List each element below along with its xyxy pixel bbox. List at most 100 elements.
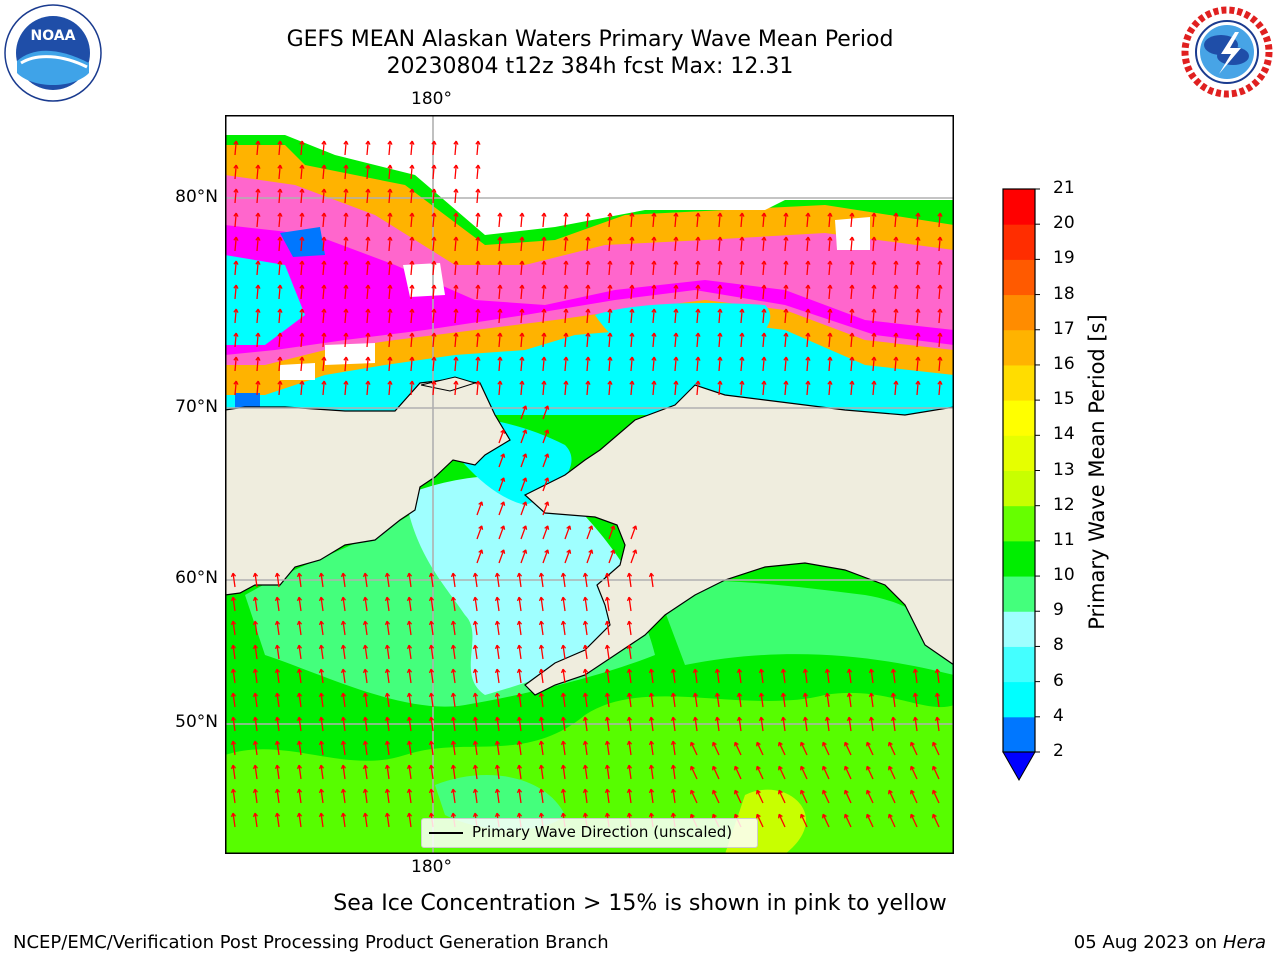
nws-logo-icon <box>1180 5 1274 99</box>
wave-arrow <box>409 380 415 396</box>
wave-arrow <box>717 332 723 348</box>
wave-arrow <box>365 212 371 228</box>
wave-arrow <box>871 332 877 348</box>
wave-arrow <box>365 236 371 252</box>
wave-arrow <box>739 332 745 348</box>
wave-arrow <box>607 380 613 396</box>
wave-arrow <box>387 356 393 372</box>
wave-arrow <box>472 596 479 612</box>
wave-arrow <box>475 308 481 324</box>
wave-arrow <box>277 284 283 300</box>
wave-arrow <box>736 716 743 732</box>
chart-title: GEFS MEAN Alaskan Waters Primary Wave Me… <box>286 27 894 52</box>
wave-arrow <box>450 740 457 756</box>
wave-arrow <box>340 644 347 660</box>
wave-arrow <box>516 788 523 804</box>
wave-arrow <box>406 572 413 588</box>
wave-arrow <box>453 212 459 228</box>
wave-arrow <box>915 380 921 396</box>
wave-arrow <box>827 236 833 252</box>
wave-arrow <box>712 741 720 756</box>
wave-arrow <box>761 380 767 396</box>
wave-arrow <box>866 765 874 780</box>
gulf-of-alaska-area <box>655 580 954 675</box>
wave-arrow <box>582 716 589 732</box>
wave-arrow <box>893 236 899 252</box>
wave-arrow <box>255 236 261 252</box>
footer-machine: Hera <box>1222 932 1266 953</box>
wave-arrow <box>888 813 896 828</box>
wave-arrow <box>365 188 371 204</box>
wave-arrow <box>494 596 501 612</box>
colorbar-segment <box>1003 505 1035 542</box>
ice-gap-1 <box>403 263 445 297</box>
wave-arrow <box>937 212 943 228</box>
wave-arrow <box>321 380 327 396</box>
wave-arrow <box>450 596 457 612</box>
colorbar-segment <box>1003 470 1035 507</box>
wave-arrow <box>783 308 789 324</box>
wave-arrow <box>321 188 327 204</box>
wave-arrow <box>498 453 506 468</box>
wave-arrow <box>362 572 369 588</box>
wave-arrow <box>648 764 655 780</box>
wave-arrow <box>604 668 611 684</box>
wave-arrow <box>868 692 875 708</box>
wave-arrow <box>230 572 237 588</box>
wave-arrow <box>497 332 503 348</box>
wave-arrow <box>937 308 943 324</box>
wave-arrow <box>494 716 501 732</box>
ice-gap-4 <box>835 217 870 250</box>
wave-arrow <box>827 356 833 372</box>
colorbar-segment <box>1003 646 1035 683</box>
wave-arrow <box>629 308 635 324</box>
colorbar-tick-label: 17 <box>1053 318 1075 339</box>
wave-arrow <box>497 260 503 276</box>
wave-arrow <box>626 740 633 756</box>
wave-arrow <box>604 764 611 780</box>
wave-arrow <box>497 356 503 372</box>
colorbar-tick-label: 19 <box>1053 248 1075 269</box>
wave-arrow <box>582 788 589 804</box>
sea-ice-caption: Sea Ice Concentration > 15% is shown in … <box>333 891 947 916</box>
wave-arrow <box>670 764 677 780</box>
wave-arrow <box>365 260 371 276</box>
wave-arrow <box>472 740 479 756</box>
wave-arrow <box>932 789 940 804</box>
wave-arrow <box>318 620 325 636</box>
wave-arrow <box>849 332 855 348</box>
wave-arrow <box>846 668 853 684</box>
wave-arrow <box>296 740 303 756</box>
colorbar-tick-label: 4 <box>1053 705 1064 726</box>
wave-arrow <box>538 788 545 804</box>
wave-arrow <box>296 572 303 588</box>
wave-arrow <box>673 236 679 252</box>
wave-arrow <box>472 788 479 804</box>
wave-arrow <box>827 308 833 324</box>
wave-arrow <box>406 620 413 636</box>
wave-arrow <box>252 812 259 828</box>
wave-arrow <box>343 236 349 252</box>
wave-arrow <box>783 236 789 252</box>
wave-arrow <box>717 284 723 300</box>
wave-arrow <box>516 716 523 732</box>
wave-arrow <box>343 188 349 204</box>
wave-arrow <box>520 525 528 540</box>
wave-arrow <box>629 260 635 276</box>
wave-arrow <box>541 260 547 276</box>
wave-arrow <box>849 380 855 396</box>
colorbar-segment <box>1003 716 1035 753</box>
wave-arrow <box>890 668 897 684</box>
wave-arrow <box>585 308 591 324</box>
wave-arrow <box>233 188 239 204</box>
wave-arrow <box>822 813 830 828</box>
wave-arrow <box>255 260 261 276</box>
wave-arrow <box>761 260 767 276</box>
wave-arrow <box>387 260 393 276</box>
wave-arrow <box>692 716 699 732</box>
wave-arrow <box>428 692 435 708</box>
wave-arrow <box>586 525 594 540</box>
wave-arrow <box>866 813 874 828</box>
wave-arrow <box>516 596 523 612</box>
wave-arrow <box>274 644 281 660</box>
